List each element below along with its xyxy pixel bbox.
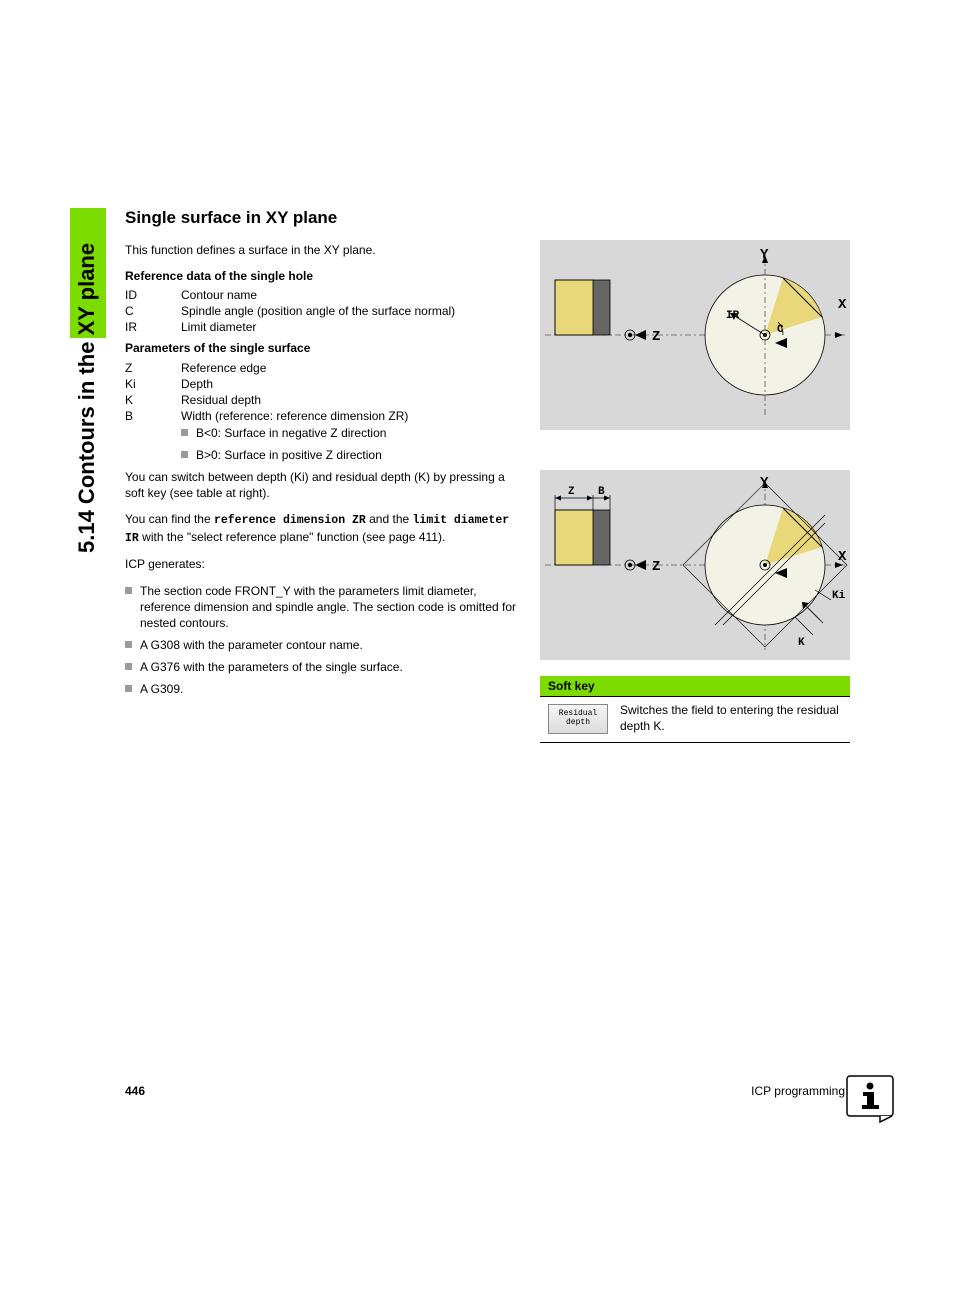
fig2-k-label: K (798, 637, 805, 649)
main-content: Single surface in XY plane This function… (125, 208, 525, 704)
param-desc: Spindle angle (position angle of the sur… (181, 304, 525, 318)
page-title: Single surface in XY plane (125, 208, 525, 228)
param-desc: Residual depth (181, 393, 525, 407)
param-key: B (125, 409, 181, 423)
param-row: CSpindle angle (position angle of the su… (125, 304, 525, 318)
bullet-icon (125, 663, 132, 670)
fig1-c-label: C (777, 324, 784, 336)
param-key: C (125, 304, 181, 318)
fig2-z-label: Z (652, 559, 660, 575)
find-m1: reference dimension ZR (214, 514, 366, 527)
param-desc: Contour name (181, 288, 525, 302)
param-key: Z (125, 361, 181, 375)
generates-list: The section code FRONT_Y with the parame… (125, 583, 525, 698)
param-key: ID (125, 288, 181, 302)
list-item: B<0: Surface in negative Z direction (181, 425, 525, 441)
param-desc: Depth (181, 377, 525, 391)
softkey-btn-line2: depth (566, 719, 590, 728)
param-row: KiDepth (125, 377, 525, 391)
param-desc: Reference edge (181, 361, 525, 375)
page-number: 446 (125, 1084, 145, 1098)
param-row: IDContour name (125, 288, 525, 302)
list-item: A G308 with the parameter contour name. (125, 637, 525, 653)
bullet-text: B>0: Surface in positive Z direction (196, 447, 382, 463)
find-post: with the "select reference plane" functi… (139, 530, 445, 544)
figure-1: Z (540, 240, 850, 430)
params-header: Parameters of the single surface (125, 340, 525, 356)
list-item: A G309. (125, 681, 525, 697)
section-tab-text: 5.14 Contours in the XY plane (74, 243, 100, 553)
section-tab: 5.14 Contours in the XY plane (70, 208, 106, 558)
bullet-icon (125, 641, 132, 648)
fig2-y-label: Y (760, 475, 769, 491)
param-row: BWidth (reference: reference dimension Z… (125, 409, 525, 423)
switch-note: You can switch between depth (Ki) and re… (125, 469, 525, 501)
param-row: IRLimit diameter (125, 320, 525, 334)
fig1-x-label: X (838, 297, 847, 313)
fig2-b-label: B (598, 486, 605, 498)
param-row: KResidual depth (125, 393, 525, 407)
fig1-z-label: Z (652, 329, 660, 345)
bullet-icon (125, 685, 132, 692)
param-desc: Limit diameter (181, 320, 525, 334)
fig2-ki-label: Ki (832, 590, 846, 602)
chapter-name: ICP programming (751, 1084, 845, 1098)
bullet-text: A G376 with the parameters of the single… (140, 659, 403, 675)
softkey-desc: Switches the field to entering the resid… (620, 703, 842, 734)
fig1-ir-label: IR (726, 310, 740, 322)
ref-data-header: Reference data of the single hole (125, 268, 525, 284)
find-mid: and the (366, 512, 413, 526)
softkey-table: Soft key Residual depth Switches the fie… (540, 676, 850, 743)
b-sublist: B<0: Surface in negative Z direction B>0… (181, 425, 525, 463)
find-note: You can find the reference dimension ZR … (125, 511, 525, 546)
intro-text: This function defines a surface in the X… (125, 242, 525, 258)
fig2-ztop-label: Z (568, 486, 575, 498)
find-pre: You can find the (125, 512, 214, 526)
param-row: ZReference edge (125, 361, 525, 375)
bullet-text: A G309. (140, 681, 183, 697)
param-table: ZReference edge KiDepth KResidual depth … (125, 361, 525, 463)
list-item: A G376 with the parameters of the single… (125, 659, 525, 675)
info-icon (846, 1075, 894, 1123)
fig2-x-label: X (838, 549, 847, 565)
param-key: IR (125, 320, 181, 334)
list-item: The section code FRONT_Y with the parame… (125, 583, 525, 632)
residual-depth-softkey[interactable]: Residual depth (548, 704, 608, 734)
bullet-text: The section code FRONT_Y with the parame… (140, 583, 525, 632)
bullet-text: B<0: Surface in negative Z direction (196, 425, 386, 441)
fig1-y-label: Y (760, 247, 769, 263)
bullet-text: A G308 with the parameter contour name. (140, 637, 363, 653)
param-key: Ki (125, 377, 181, 391)
softkey-header: Soft key (540, 676, 850, 697)
bullet-icon (181, 429, 188, 436)
page-footer: 446 ICP programming (125, 1084, 845, 1098)
figure-2: Z B Z (540, 470, 850, 660)
icp-generates: ICP generates: (125, 556, 525, 572)
param-desc: Width (reference: reference dimension ZR… (181, 409, 525, 423)
bullet-icon (181, 451, 188, 458)
param-key: K (125, 393, 181, 407)
softkey-row: Residual depth Switches the field to ent… (540, 697, 850, 743)
bullet-icon (125, 587, 132, 594)
list-item: B>0: Surface in positive Z direction (181, 447, 525, 463)
ref-param-table: IDContour name CSpindle angle (position … (125, 288, 525, 334)
